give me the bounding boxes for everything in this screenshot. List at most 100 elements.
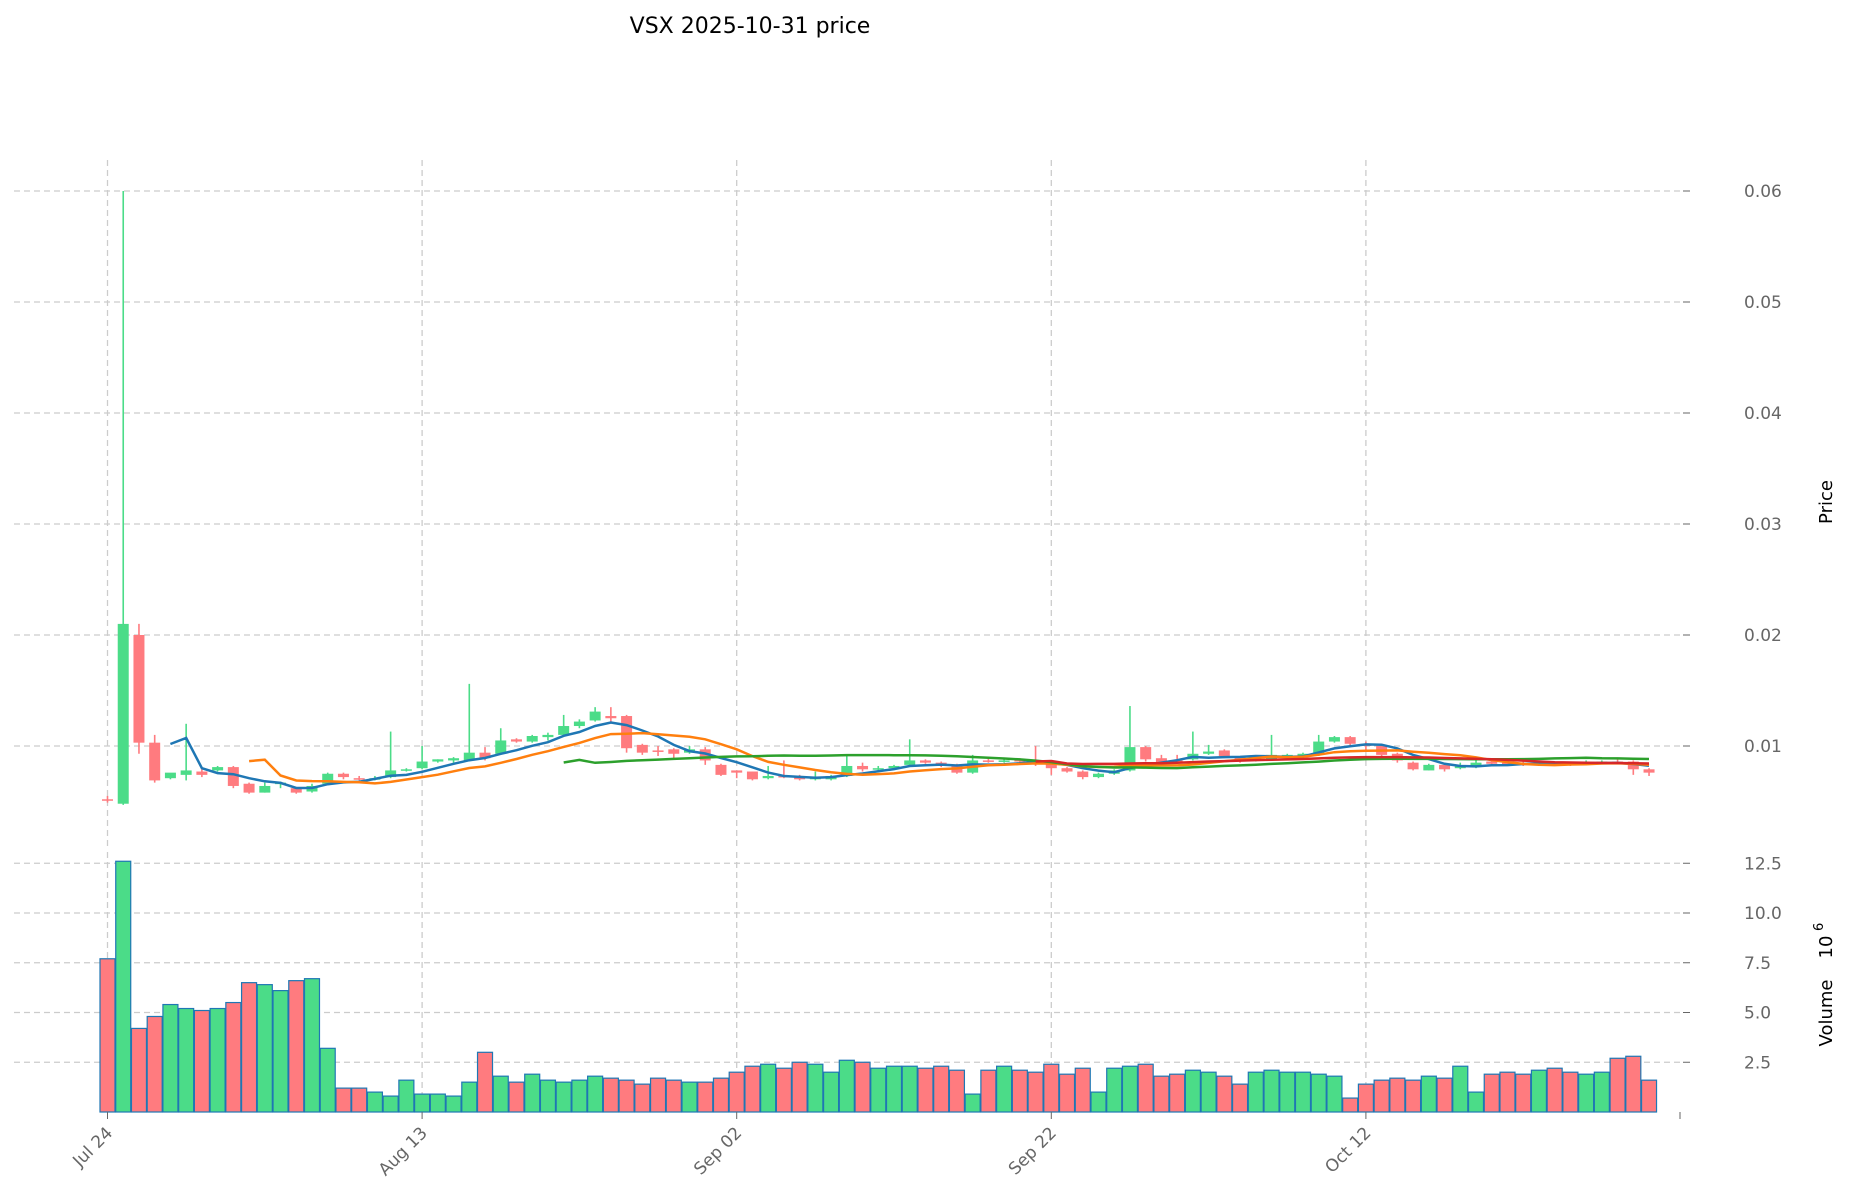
candle-down [1140, 747, 1152, 760]
volume-bar [885, 1065, 903, 1113]
candle-up [542, 734, 554, 738]
volume-bar [1625, 1055, 1642, 1113]
volume-bar [99, 958, 116, 1113]
candle-up [589, 711, 601, 721]
volume-bar [303, 978, 321, 1113]
candle-down [227, 767, 239, 786]
volume-bar [854, 1061, 871, 1113]
candle-down [605, 716, 617, 719]
volume-bars [99, 860, 1658, 1113]
volume-bar [288, 980, 305, 1113]
candle-down [133, 635, 145, 743]
x-tick-label: Aug 13 [375, 1123, 432, 1180]
volume-bar [1357, 1083, 1375, 1113]
volume-bar [838, 1059, 855, 1113]
candle-up [259, 785, 271, 793]
volume-bar [1467, 1091, 1485, 1113]
candle-up [998, 760, 1010, 762]
candle-down [1045, 763, 1057, 769]
volume-bar [1389, 1077, 1406, 1113]
volume-bar [1562, 1071, 1579, 1113]
volume-tick-label: 2.5 [1744, 1053, 1771, 1073]
volume-bar [571, 1079, 588, 1113]
candle-up [463, 752, 475, 761]
volume-bar [681, 1081, 698, 1113]
candle-up [432, 759, 444, 762]
volume-bar [1247, 1071, 1264, 1113]
candle-down [102, 799, 113, 801]
candle-up [558, 726, 570, 735]
candle-up [841, 765, 853, 776]
candle-up [573, 721, 585, 727]
volume-bar [1515, 1073, 1532, 1113]
price-tick-label: 0.05 [1744, 293, 1782, 313]
candle-down [715, 764, 727, 775]
volume-bar [1452, 1065, 1469, 1113]
volume-bar [1121, 1065, 1139, 1113]
candle-down [510, 739, 522, 742]
candle-up [1328, 737, 1340, 742]
volume-bar [351, 1087, 368, 1113]
candle-down [1155, 758, 1167, 763]
volume-bar [524, 1073, 541, 1113]
candle-up [212, 767, 224, 771]
volume-bar [1106, 1067, 1123, 1113]
price-tick-label: 0.06 [1744, 182, 1782, 202]
volume-bar [1483, 1073, 1500, 1113]
candle-up [416, 761, 428, 769]
volume-bar [1310, 1073, 1327, 1113]
candle-up [448, 758, 460, 761]
volume-bar [335, 1087, 352, 1113]
volume-bar [665, 1079, 682, 1113]
volume-bar [319, 1047, 336, 1113]
volume-bar [822, 1071, 840, 1113]
volume-bar [1263, 1069, 1280, 1113]
axes: Jul 24 Aug 13 Sep 02 Sep 22 Oct 12 0.01 0.02 0.… [69, 182, 1782, 1180]
volume-bar [744, 1065, 761, 1113]
volume-bar [555, 1081, 572, 1113]
volume-bar [240, 982, 258, 1113]
volume-bar [1169, 1073, 1186, 1113]
candle-up [904, 760, 916, 765]
volume-bar [508, 1081, 525, 1113]
volume-bar [634, 1083, 651, 1113]
x-tick-label: Oct 12 [1321, 1123, 1375, 1177]
volume-bar [1546, 1067, 1563, 1113]
volume-bar [461, 1081, 478, 1113]
volume-bar [618, 1079, 635, 1113]
price-axis-label: Price [1816, 480, 1837, 524]
volume-bar [1074, 1067, 1091, 1113]
volume-bar [1640, 1079, 1658, 1113]
volume-bar [1043, 1063, 1060, 1113]
volume-bar [1294, 1071, 1312, 1113]
volume-bar [162, 1003, 179, 1113]
candle-up [1092, 773, 1104, 778]
volume-bar [382, 1095, 399, 1113]
volume-bar [1593, 1071, 1610, 1113]
volume-bar [1027, 1071, 1044, 1113]
candle-down [1643, 769, 1655, 773]
candle-up [385, 770, 397, 778]
ma-10-line [248, 731, 1650, 785]
volume-bar [178, 1007, 195, 1113]
volume-bar [414, 1093, 431, 1113]
candle-up [888, 765, 900, 769]
candle-up [1470, 762, 1482, 768]
candle-down [337, 773, 349, 778]
volume-tick-label: 12.5 [1744, 854, 1782, 874]
volume-axis-exponent-base: 10 [1816, 936, 1837, 959]
candle-down [1344, 737, 1356, 744]
volume-bar [492, 1075, 509, 1113]
volume-bar [1090, 1091, 1107, 1113]
volume-bar [539, 1079, 557, 1113]
volume-bar [1342, 1097, 1359, 1113]
candle-down [1077, 771, 1089, 778]
volume-bar [1499, 1071, 1516, 1113]
candle-up [322, 773, 334, 784]
candle-up [400, 769, 412, 771]
candle-up [117, 623, 129, 804]
candle-down [652, 750, 664, 752]
volume-bar [1326, 1075, 1343, 1113]
candle-up [1124, 747, 1136, 771]
volume-tick-label: 5.0 [1744, 1004, 1771, 1024]
